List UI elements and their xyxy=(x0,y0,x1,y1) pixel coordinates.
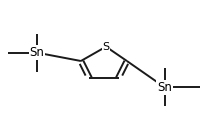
Text: Sn: Sn xyxy=(29,46,44,59)
Text: Sn: Sn xyxy=(157,81,172,94)
Text: S: S xyxy=(102,42,110,52)
